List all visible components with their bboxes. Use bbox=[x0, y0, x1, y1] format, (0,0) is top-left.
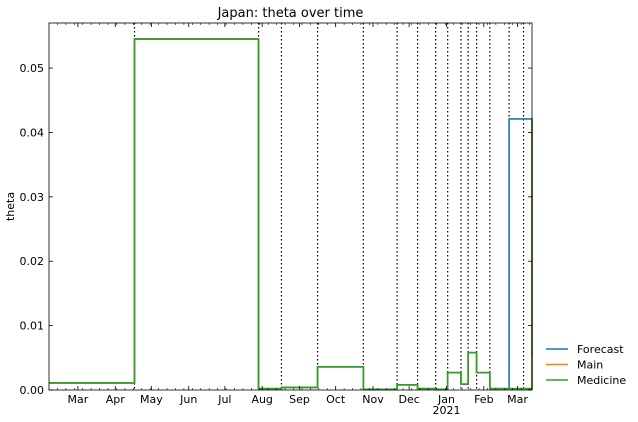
plot-area: 0.00 0.01 0.02 0.03 0.04 0.05 Mar Apr May Jun Jul A… bbox=[20, 22, 533, 417]
series-line-main bbox=[49, 38, 533, 391]
x-tick-label: Sep bbox=[289, 393, 310, 406]
legend: Forecast Main Medicine bbox=[546, 343, 626, 387]
x-tick-label: Jan bbox=[437, 393, 455, 406]
x-tick-sublabel: 2021 bbox=[432, 404, 460, 417]
x-tick-label: Oct bbox=[326, 393, 346, 406]
y-tick-label: 0.04 bbox=[20, 126, 45, 139]
x-tick-label: Dec bbox=[398, 393, 419, 406]
x-tick-label: Aug bbox=[251, 393, 272, 406]
x-tick-label: Jul bbox=[217, 393, 231, 406]
y-tick-label: 0.03 bbox=[20, 191, 45, 204]
x-tick-label: Mar bbox=[68, 393, 89, 406]
chart-title: Japan: theta over time bbox=[217, 6, 364, 21]
x-tick-label: Mar bbox=[507, 393, 528, 406]
series-line-medicine bbox=[49, 38, 533, 391]
y-axis-label: theta bbox=[4, 192, 17, 221]
x-tick-label: Nov bbox=[362, 393, 384, 406]
x-tick-label: Jun bbox=[179, 393, 197, 406]
x-tick-label: Feb bbox=[474, 393, 493, 406]
y-tick-label: 0.05 bbox=[20, 62, 45, 75]
legend-label-forecast: Forecast bbox=[577, 343, 624, 356]
y-tick-label: 0.00 bbox=[20, 384, 45, 397]
series-line-forecast bbox=[49, 38, 533, 391]
legend-label-medicine: Medicine bbox=[577, 374, 626, 387]
x-tick-label: Apr bbox=[106, 393, 126, 406]
legend-label-main: Main bbox=[577, 359, 603, 372]
x-tick-label: May bbox=[140, 393, 163, 406]
y-tick-label: 0.01 bbox=[20, 320, 45, 333]
plot-frame bbox=[48, 22, 533, 391]
y-tick-label: 0.02 bbox=[20, 255, 45, 268]
